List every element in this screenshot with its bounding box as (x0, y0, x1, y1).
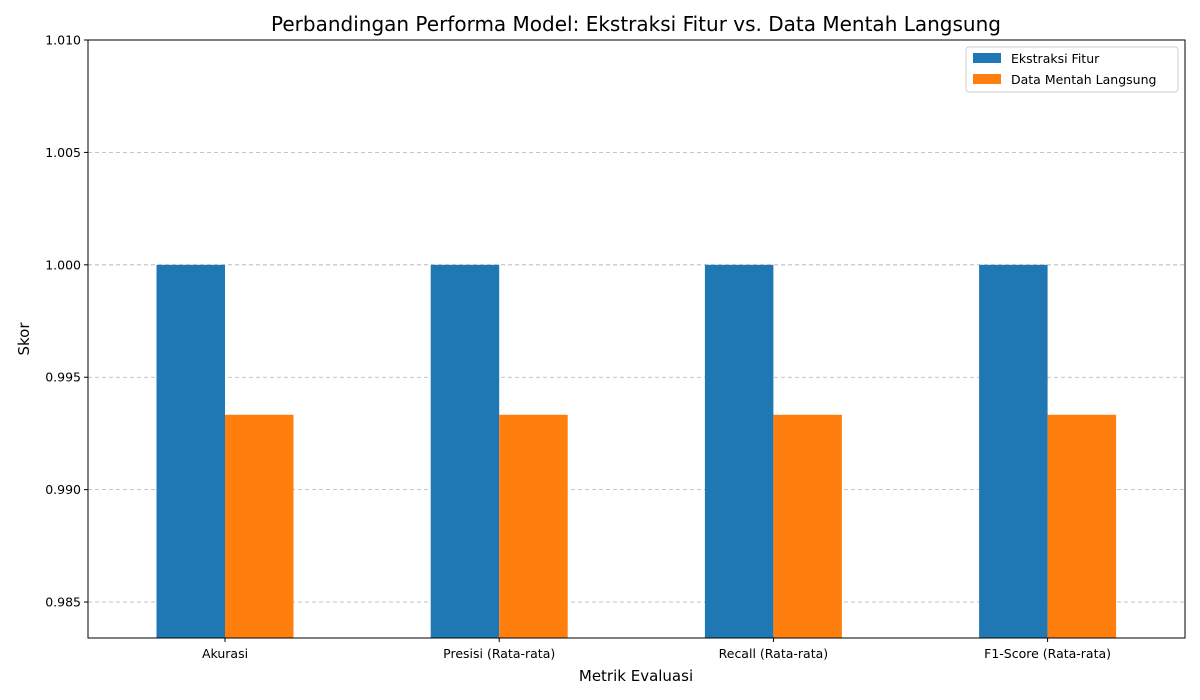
y-tick-label: 1.005 (45, 145, 81, 160)
bar-data-mentah-langsung (499, 414, 568, 638)
bar-ekstraksi-fitur (156, 264, 225, 638)
y-tick-label: 1.010 (45, 33, 81, 48)
y-axis-ticks: 0.985 0.990 0.995 1.000 1.005 1.010 (45, 33, 88, 610)
chart-title: Perbandingan Performa Model: Ekstraksi F… (271, 12, 1001, 36)
x-tick-label: Akurasi (202, 646, 248, 661)
x-axis-ticks: Akurasi Presisi (Rata-rata) Recall (Rata-r… (202, 638, 1111, 661)
x-tick-label: Recall (Rata-rata) (719, 646, 829, 661)
bar-ekstraksi-fitur (704, 264, 774, 638)
legend-label-ekstraksi-fitur: Ekstraksi Fitur (1011, 51, 1100, 66)
x-tick-label: Presisi (Rata-rata) (443, 646, 555, 661)
legend-label-data-mentah-langsung: Data Mentah Langsung (1011, 72, 1156, 87)
legend-swatch-ekstraksi-fitur (973, 53, 1001, 63)
legend-frame (965, 46, 1179, 93)
bar-ekstraksi-fitur (430, 264, 500, 638)
legend-swatch-data-mentah-langsung (973, 74, 1001, 84)
bars (156, 264, 1117, 638)
x-axis-label: Metrik Evaluasi (579, 667, 693, 685)
plot-frame (87, 39, 1186, 639)
bar-data-mentah-langsung (225, 414, 294, 638)
y-tick-label: 0.985 (45, 595, 81, 610)
y-axis-label: Skor (15, 322, 33, 356)
y-tick-label: 0.995 (45, 370, 81, 385)
y-tick-label: 1.000 (45, 257, 81, 272)
bar-data-mentah-langsung (773, 414, 842, 638)
legend: Ekstraksi Fitur Data Mentah Langsung (965, 46, 1179, 93)
x-tick-label: F1-Score (Rata-rata) (984, 646, 1111, 661)
y-tick-label: 0.990 (45, 482, 81, 497)
bar-data-mentah-langsung (1047, 414, 1117, 638)
bar-ekstraksi-fitur (979, 264, 1048, 638)
